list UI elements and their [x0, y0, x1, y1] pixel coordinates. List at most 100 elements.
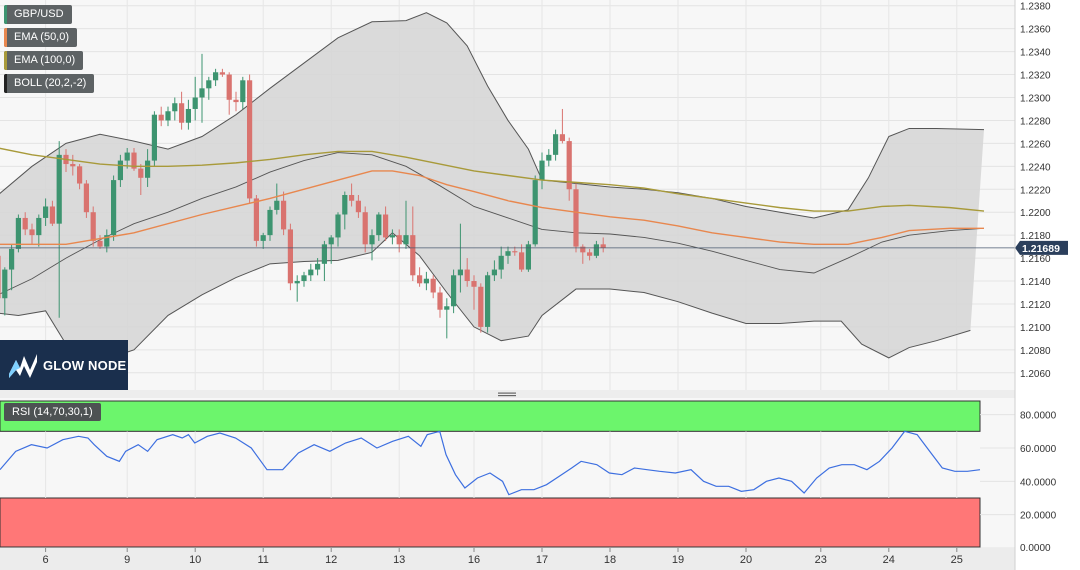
price-tick-label: 1.2100 — [1020, 323, 1051, 334]
candle-body — [573, 189, 579, 247]
candle-body — [532, 180, 538, 245]
date-tick-label: 20 — [740, 554, 752, 566]
candle-body — [294, 281, 300, 284]
price-tick-label: 1.2140 — [1020, 277, 1051, 288]
candle-body — [49, 206, 55, 224]
splitter-grip-icon-line2[interactable] — [498, 395, 516, 397]
current-price-label: 1.21689 — [1022, 243, 1060, 255]
candle-body — [192, 97, 198, 109]
date-tick-label: 24 — [883, 554, 895, 566]
candle-body — [383, 214, 389, 238]
candle-body — [539, 160, 545, 181]
candle-body — [301, 275, 307, 282]
legend-rsi-label: RSI (14,70,30,1) — [12, 406, 93, 418]
candle-body — [233, 99, 239, 103]
candle-body — [349, 195, 355, 201]
candle-body — [83, 183, 89, 213]
price-tick-label: 1.2060 — [1020, 369, 1051, 380]
candle-body — [267, 209, 273, 236]
rsi-tick-label: 0.0000 — [1020, 543, 1051, 554]
candle-body — [410, 235, 416, 276]
candle-body — [342, 195, 348, 215]
candle-body — [389, 235, 395, 238]
rsi-line — [0, 430, 981, 496]
candle-body — [587, 252, 593, 256]
candle-body — [580, 246, 586, 253]
logo-text: GLOW NODE — [43, 357, 127, 373]
candle-body — [111, 180, 117, 236]
rsi-oversold-zone — [0, 497, 981, 548]
rsi-overbought-zone — [0, 400, 981, 432]
date-tick-label: 13 — [393, 554, 405, 566]
candle-body — [36, 217, 42, 236]
candle-body — [600, 244, 606, 248]
date-tick-label: 12 — [325, 554, 337, 566]
price-tick-label: 1.2200 — [1020, 208, 1051, 219]
candle-body — [43, 206, 49, 218]
ema50-line — [0, 170, 984, 246]
candle-body — [117, 160, 123, 181]
candle-body — [219, 72, 225, 75]
candle-body — [437, 292, 443, 310]
candle-body — [505, 251, 511, 256]
legend-ema50[interactable]: EMA (50,0) — [4, 28, 78, 47]
candle-body — [451, 275, 457, 307]
bollinger-upper-line — [0, 12, 985, 219]
candle-body — [240, 80, 246, 103]
candle-body — [77, 166, 83, 184]
price-tick-label: 1.2240 — [1020, 162, 1051, 173]
candle-body — [0, 255, 1, 299]
candle-body — [104, 235, 110, 247]
candle-body — [417, 275, 423, 284]
splitter-grip-icon[interactable] — [498, 392, 516, 394]
rsi-tick-label: 80.0000 — [1020, 411, 1057, 422]
candle-body — [199, 88, 205, 98]
candle-body — [90, 212, 96, 241]
candle-body — [226, 74, 232, 100]
legend-boll-label: BOLL (20,2,-2) — [14, 77, 87, 89]
ema100-swatch — [4, 51, 7, 70]
candle-body — [315, 263, 321, 270]
candle-body — [138, 168, 144, 178]
ema100-line — [0, 147, 985, 212]
legend-rsi[interactable]: RSI (14,70,30,1) — [4, 403, 101, 421]
candle-body — [519, 252, 525, 270]
candle-body — [321, 244, 327, 264]
candle-body — [281, 200, 287, 230]
candle-body — [15, 217, 21, 249]
candle-body — [403, 235, 409, 245]
candle-body — [559, 134, 565, 142]
candle-body — [70, 164, 76, 167]
candle-body — [430, 278, 436, 293]
price-tick-label: 1.2360 — [1020, 25, 1051, 36]
candle-body — [260, 235, 266, 241]
date-tick-label: 10 — [189, 554, 201, 566]
candle-body — [2, 269, 8, 299]
candle-body — [512, 251, 518, 253]
legend-ema100[interactable]: EMA (100,0) — [4, 51, 84, 70]
legend-boll[interactable]: BOLL (20,2,-2) — [4, 74, 95, 93]
candle-body — [206, 80, 212, 89]
candle-body — [566, 141, 572, 190]
candle-body — [362, 212, 368, 245]
candle-body — [308, 269, 314, 276]
date-tick-label: 6 — [43, 554, 49, 566]
price-tick-label: 1.2220 — [1020, 185, 1051, 196]
candle-body — [29, 229, 35, 236]
candle-body — [553, 134, 559, 155]
candle-body — [247, 80, 253, 199]
date-axis-background — [0, 548, 1015, 570]
rsi-tick-label: 20.0000 — [1020, 511, 1057, 522]
candle-body — [376, 214, 382, 236]
panel-splitter[interactable] — [0, 390, 1015, 398]
candle-body — [525, 244, 531, 270]
rsi-zones — [0, 400, 981, 548]
candle-body — [287, 229, 293, 284]
candle-body — [274, 200, 280, 210]
candle-body — [213, 72, 219, 81]
bollinger-band — [0, 12, 985, 362]
price-tick-label: 1.2120 — [1020, 300, 1051, 311]
date-tick-label: 18 — [604, 554, 616, 566]
legend-symbol[interactable]: GBP/USD — [4, 5, 72, 24]
current-price-tag — [1015, 240, 1068, 255]
